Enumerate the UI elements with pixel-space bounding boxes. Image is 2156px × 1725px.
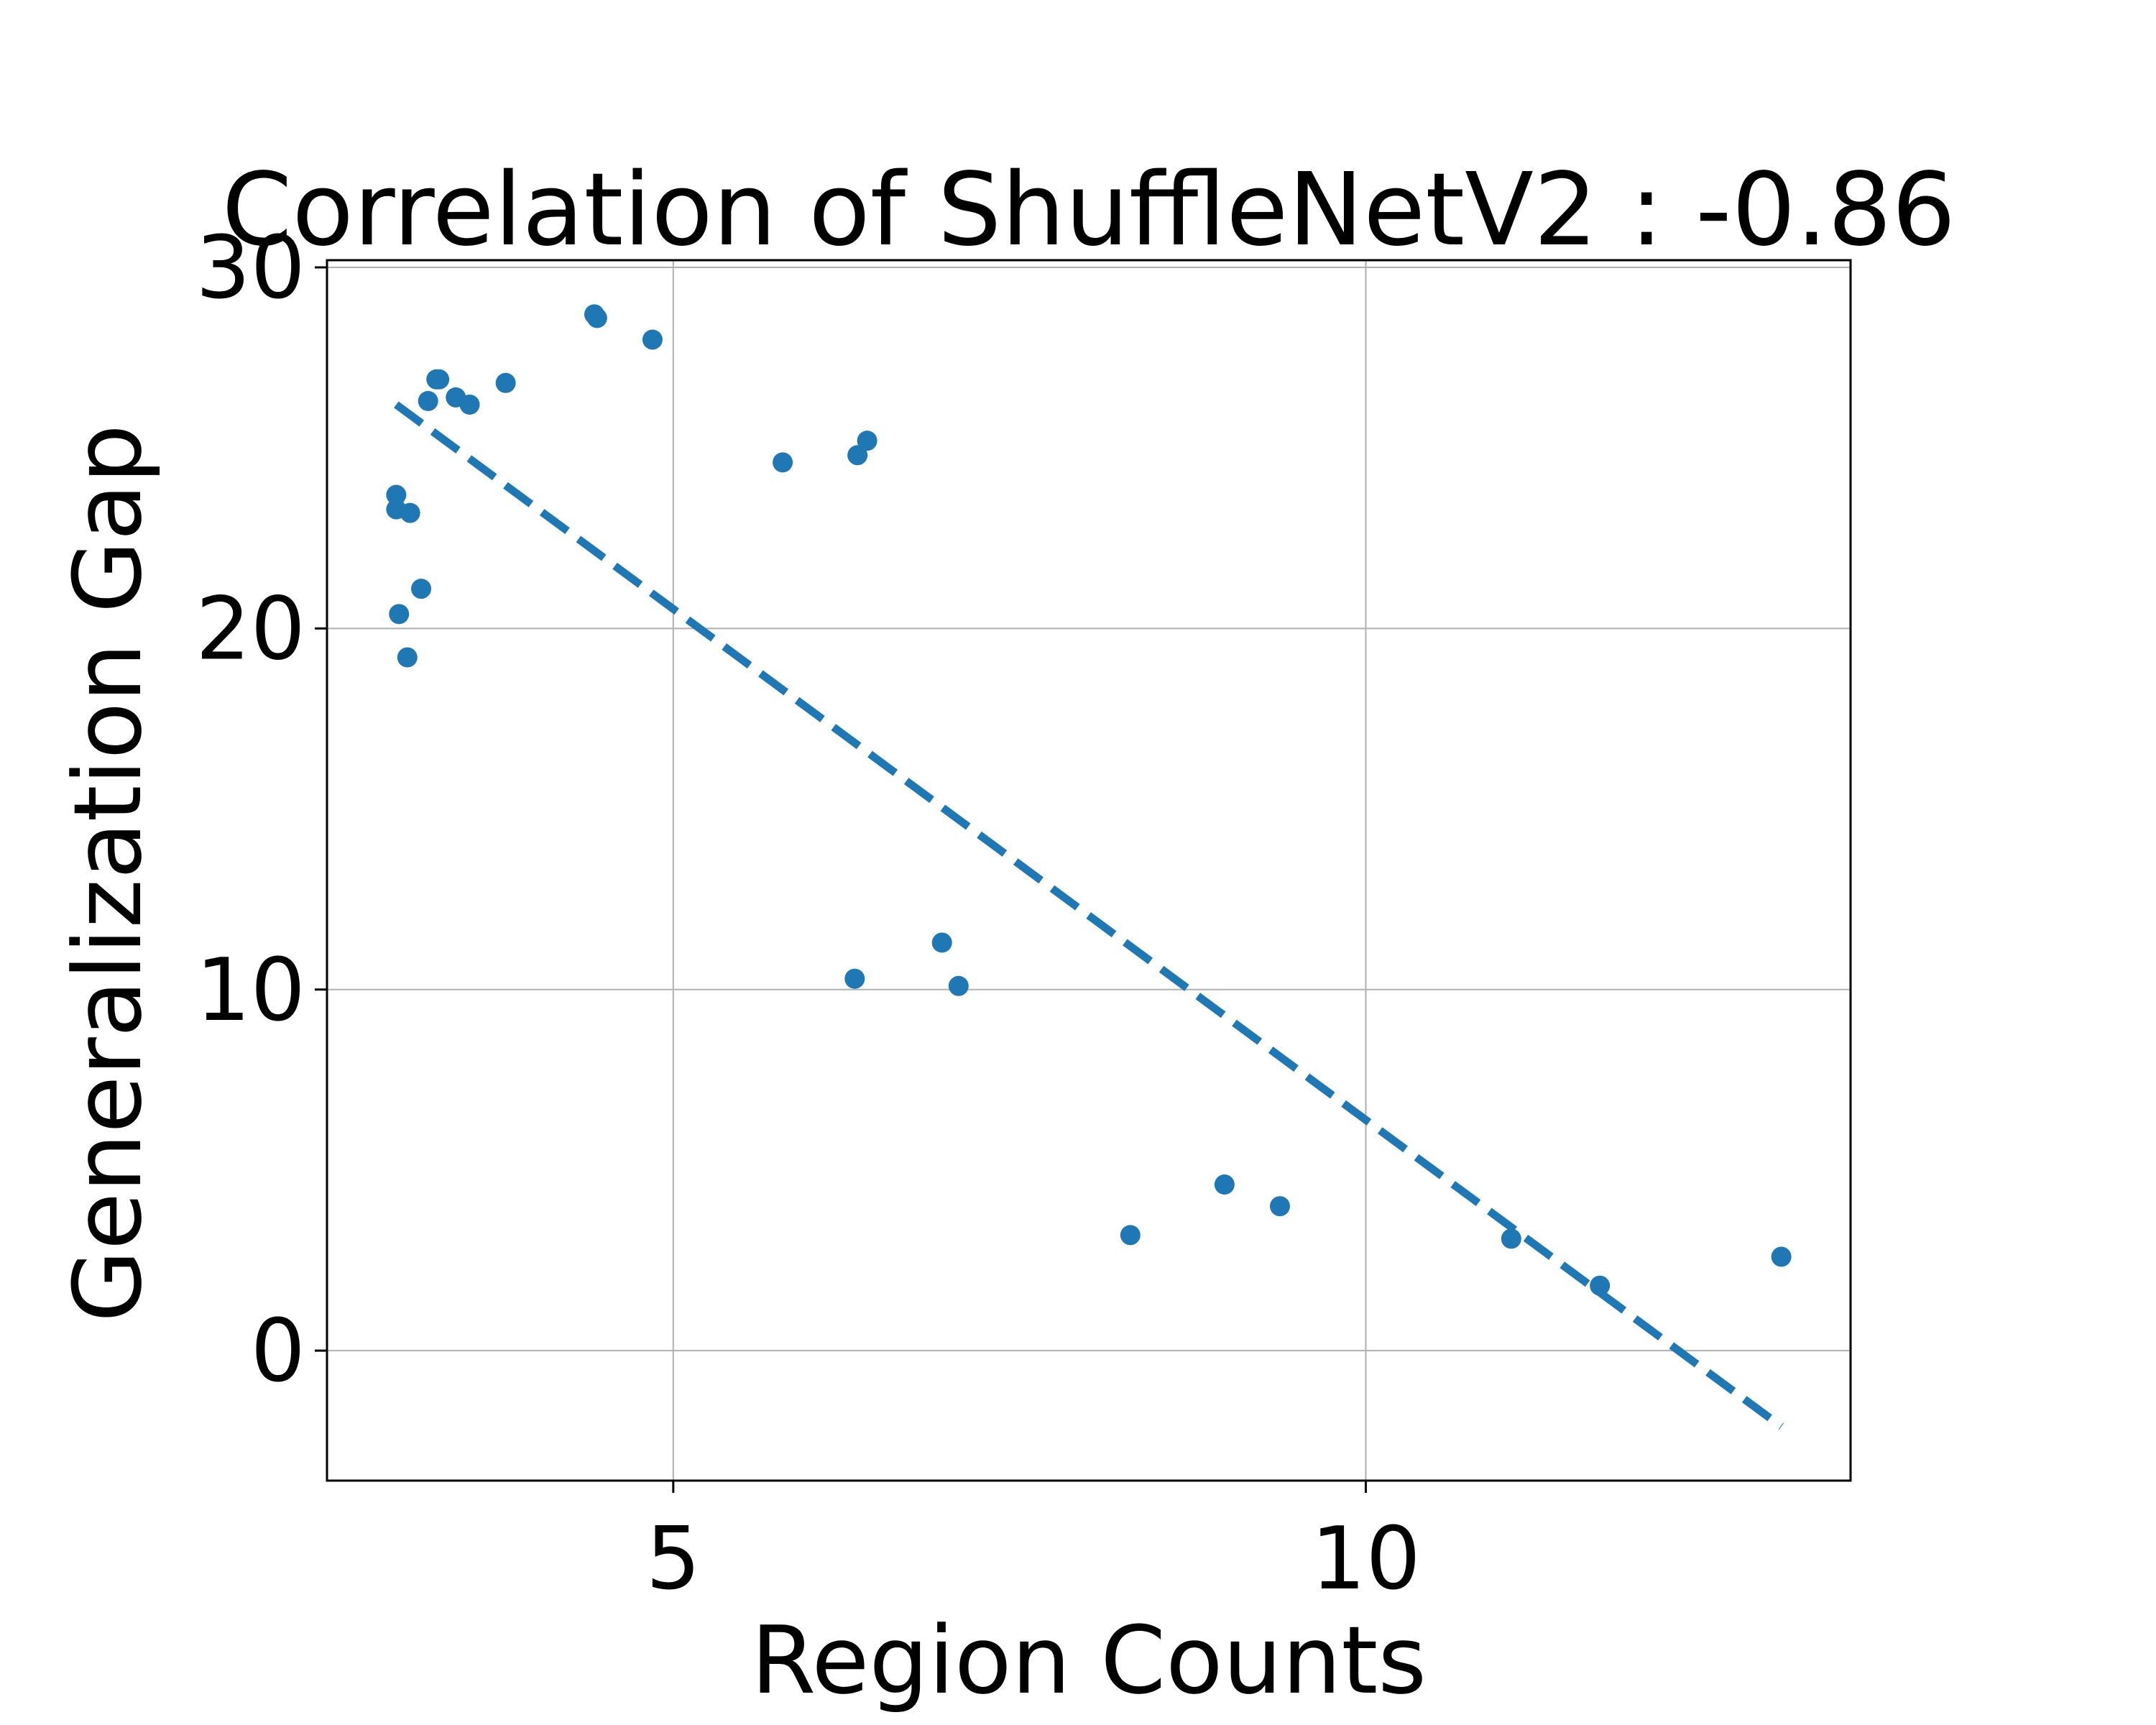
x-axis-ticks: 5 10 xyxy=(646,1481,1421,1609)
data-point xyxy=(1214,1174,1235,1195)
trendline-group xyxy=(394,401,1784,1430)
x-tick-label: 10 xyxy=(1311,1509,1421,1609)
y-axis-ticks: 0 10 20 30 xyxy=(195,218,327,1402)
data-point xyxy=(844,968,865,989)
data-point xyxy=(642,329,663,350)
data-point xyxy=(1120,1225,1141,1246)
trendline xyxy=(394,401,1784,1430)
y-tick-label: 30 xyxy=(195,218,305,318)
data-point xyxy=(1501,1228,1521,1249)
y-axis-label: Generalization Gap xyxy=(53,424,162,1322)
data-point xyxy=(495,372,516,393)
data-point xyxy=(459,394,480,415)
data-point xyxy=(386,484,407,505)
data-point xyxy=(857,431,877,451)
data-point xyxy=(389,604,410,625)
data-point xyxy=(418,390,438,411)
data-point xyxy=(586,308,607,328)
data-point xyxy=(397,647,418,668)
x-axis-label: Region Counts xyxy=(751,1606,1427,1715)
data-point xyxy=(411,579,432,599)
data-point xyxy=(1771,1246,1792,1267)
chart-title: Correlation of ShuffleNetV2 : -0.86 xyxy=(222,152,1956,269)
data-point xyxy=(948,975,969,996)
data-point xyxy=(1269,1196,1290,1217)
data-point xyxy=(1590,1275,1611,1296)
data-point xyxy=(429,369,450,390)
y-tick-label: 20 xyxy=(195,579,305,679)
data-point xyxy=(847,445,868,466)
data-points xyxy=(386,304,1792,1296)
data-point xyxy=(931,932,952,953)
grid-lines xyxy=(327,260,1851,1481)
y-tick-label: 0 xyxy=(251,1302,305,1402)
data-point xyxy=(773,452,793,473)
x-tick-label: 5 xyxy=(646,1509,701,1609)
y-tick-label: 10 xyxy=(195,941,305,1041)
data-point xyxy=(400,502,420,523)
plot-frame xyxy=(326,259,1852,1482)
